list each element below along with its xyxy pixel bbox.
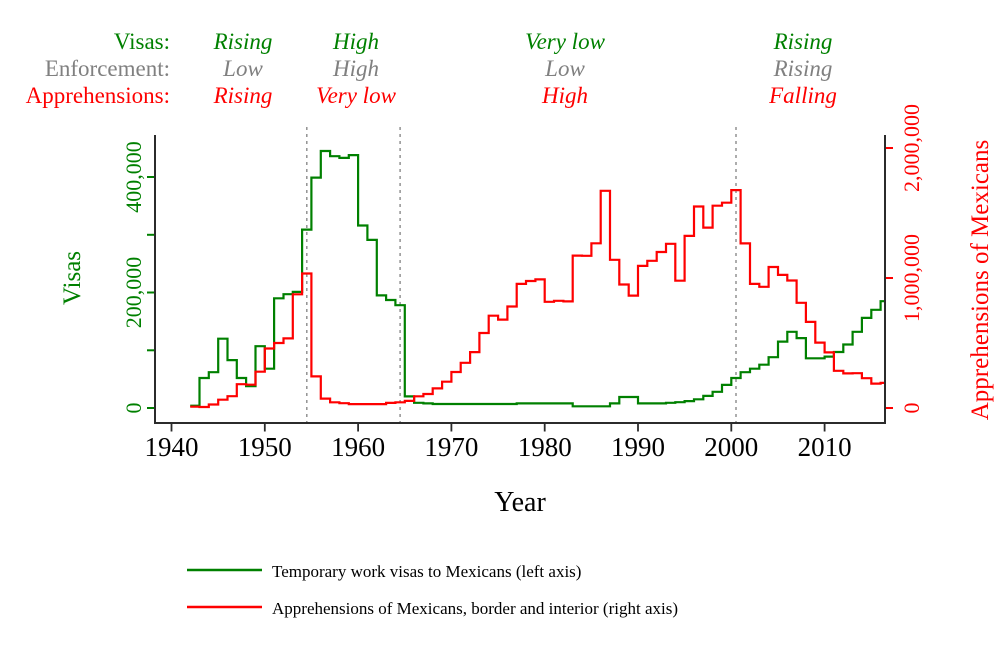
legend: Temporary work visas to Mexicans (left a… (187, 562, 678, 618)
right-tick-label: 0 (899, 403, 924, 414)
legend-label-visas: Temporary work visas to Mexicans (left a… (272, 562, 581, 581)
x-tick-label: 1970 (424, 432, 478, 462)
right-tick-label: 2,000,000 (899, 104, 924, 192)
annotation-enforcement-period3: Low (544, 56, 585, 81)
annotation-visas-period2: High (332, 29, 379, 54)
series-lines (190, 149, 885, 409)
x-axis-ticks: 1940 1950 1960 1970 1980 1990 2000 2010 (145, 423, 852, 462)
left-tick-label: 400,000 (121, 141, 146, 213)
annotation-apprehensions-period2: Very low (316, 83, 397, 108)
annotation-visas-period1: Rising (213, 29, 273, 54)
period-boundary-lines (306, 127, 737, 422)
right-axis-ticks: 0 1,000,000 2,000,000 (886, 104, 924, 414)
x-tick-label: 2000 (704, 432, 758, 462)
annotation-enforcement-period2: High (332, 56, 379, 81)
apprehensions-step-line (190, 189, 885, 409)
left-tick-label: 200,000 (121, 257, 146, 329)
x-tick-label: 1990 (611, 432, 665, 462)
annotation-enforcement-period1: Low (222, 56, 263, 81)
annotation-row-label-enforcement: Enforcement: (45, 56, 170, 81)
axes (154, 135, 886, 424)
annotation-row-label-apprehensions: Apprehensions: (26, 83, 170, 108)
annotation-visas-period4: Rising (773, 29, 833, 54)
x-tick-label: 1960 (331, 432, 385, 462)
annotation-enforcement-period4: Rising (773, 56, 833, 81)
annotation-apprehensions-period3: High (541, 83, 588, 108)
legend-label-apprehensions: Apprehensions of Mexicans, border and in… (272, 599, 678, 618)
x-axis-title: Year (494, 487, 546, 518)
annotation-row-label-visas: Visas: (114, 29, 170, 54)
right-tick-label: 1,000,000 (899, 234, 924, 322)
annotation-visas-period3: Very low (525, 29, 606, 54)
x-tick-label: 1980 (518, 432, 572, 462)
visas-step-line (190, 149, 885, 408)
right-axis-title: Apprehensions of Mexicans (967, 140, 994, 421)
x-tick-label: 2010 (798, 432, 852, 462)
annotation-apprehensions-period4: Falling (768, 83, 837, 108)
x-tick-label: 1950 (238, 432, 292, 462)
x-tick-label: 1940 (145, 432, 199, 462)
left-axis-ticks: 0 200,000 400,000 (121, 141, 154, 414)
annotation-header: Visas: Enforcement: Apprehensions: Risin… (26, 29, 837, 108)
left-axis-title: Visas (59, 251, 86, 305)
annotation-apprehensions-period1: Rising (213, 83, 273, 108)
left-tick-label: 0 (121, 403, 146, 414)
